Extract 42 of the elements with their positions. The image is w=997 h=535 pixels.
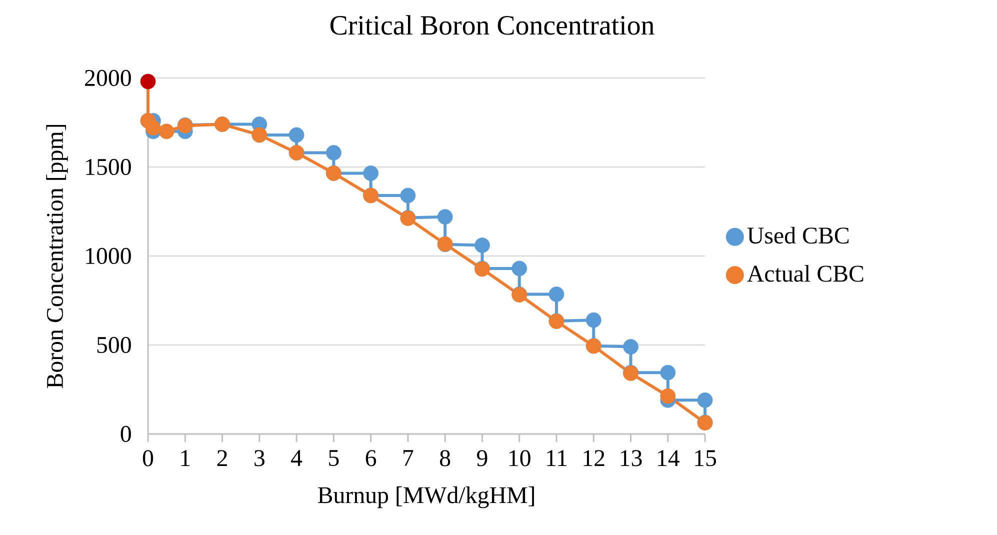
point — [326, 145, 342, 160]
point — [474, 238, 490, 254]
y-tick-label: 1000 — [86, 248, 131, 264]
point — [586, 312, 602, 328]
y-tick-label: 2000 — [85, 70, 131, 86]
legend-label: Actual CBC — [747, 264, 864, 282]
x-tick-label: 12 — [584, 450, 604, 466]
x-tick-label: 14 — [658, 450, 680, 466]
x-tick-label: 1 — [181, 450, 190, 466]
point — [660, 388, 676, 404]
y-tick-label: 1500 — [86, 158, 131, 176]
x-tick-label: 0 — [142, 450, 154, 466]
point — [437, 209, 453, 225]
point — [140, 74, 156, 90]
point — [548, 286, 564, 302]
x-tick-label: 8 — [440, 450, 450, 466]
legend-label: Used CBC — [747, 226, 849, 244]
point — [146, 120, 161, 136]
x-tick-label: 9 — [477, 450, 488, 466]
point — [400, 188, 416, 204]
x-tick-label: 11 — [547, 450, 567, 466]
chart-title: Critical Boron Concentration — [330, 15, 654, 35]
x-tick-label: 3 — [254, 450, 264, 466]
point — [363, 166, 379, 181]
x-tick-label: 4 — [291, 450, 302, 466]
x-tick-label: 10 — [509, 450, 530, 466]
point — [158, 124, 174, 140]
point — [660, 364, 676, 380]
x-tick-label: 15 — [695, 450, 716, 466]
y-axis-title: Boron Concentration [ppm] — [46, 124, 68, 388]
point — [697, 392, 713, 408]
x-tick-label: 6 — [366, 450, 376, 466]
point — [512, 260, 528, 276]
x-tick-label: 5 — [329, 450, 339, 466]
x-tick-label: 2 — [217, 450, 227, 466]
point — [623, 339, 638, 354]
y-tick-label: 500 — [97, 336, 131, 354]
y-tick-label: 0 — [120, 426, 131, 442]
x-axis-title: Burnup [MWd/kgHM] — [318, 486, 534, 508]
x-tick-label: 7 — [404, 450, 414, 466]
point — [288, 127, 304, 143]
x-tick-label: 13 — [620, 450, 642, 466]
